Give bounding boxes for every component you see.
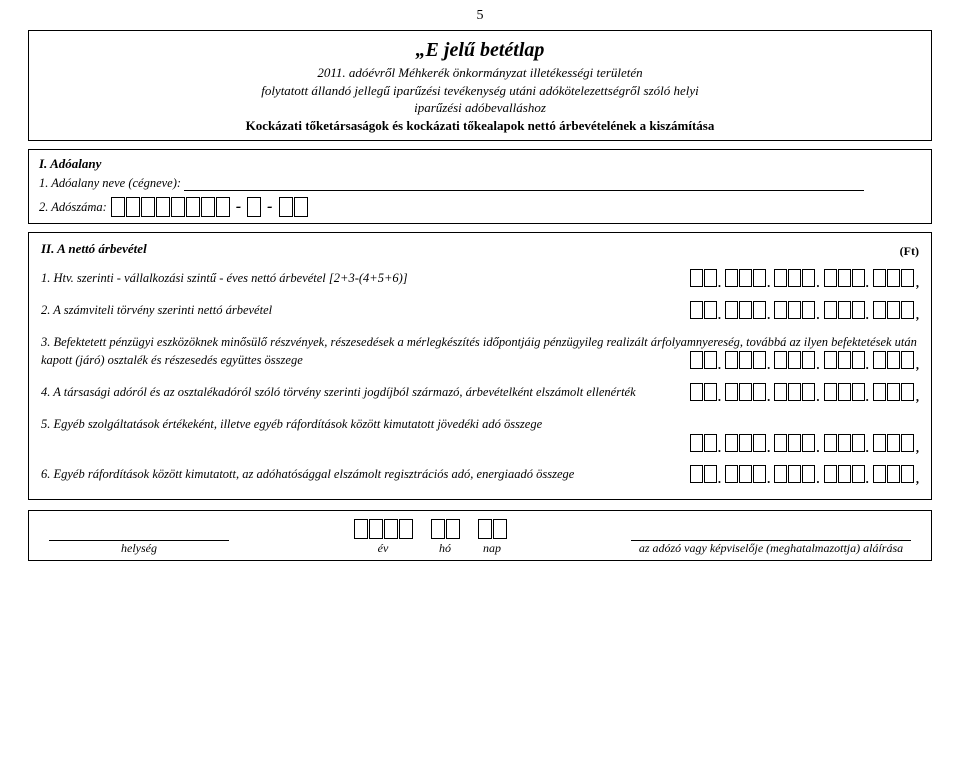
- dash-icon: -: [265, 198, 274, 216]
- place-field[interactable]: helység: [49, 531, 229, 556]
- unit-label: (Ft): [900, 244, 919, 259]
- date-group: év hó nap: [354, 519, 507, 556]
- item-1-label: 1. Htv. szerinti - vállalkozási szintű -…: [41, 271, 408, 285]
- day-label: nap: [483, 541, 501, 556]
- main-title: „E jelű betétlap: [39, 37, 921, 64]
- section2-heading: II. A nettó árbevétel: [41, 241, 147, 257]
- signature-field[interactable]: az adózó vagy képviselője (meghatalmazot…: [631, 531, 911, 556]
- year-field[interactable]: év: [354, 519, 413, 556]
- amount-input-3[interactable]: . . . . ,: [690, 351, 919, 375]
- item-5: 5. Egyéb szolgáltatások értékeként, ille…: [41, 415, 919, 458]
- dash-icon: -: [234, 198, 243, 216]
- item-2: 2. A számviteli törvény szerinti nettó á…: [41, 301, 919, 325]
- section2-box: II. A nettó árbevétel (Ft) 1. Htv. szeri…: [28, 232, 932, 500]
- amount-input-2[interactable]: . . . . ,: [690, 301, 919, 325]
- title-line3: iparűzési adóbevalláshoz: [39, 99, 921, 117]
- amount-input-5[interactable]: . . . . ,: [690, 434, 919, 458]
- taxnum-group3[interactable]: [279, 197, 308, 217]
- amount-input-4[interactable]: . . . . ,: [690, 383, 919, 407]
- amount-input-1[interactable]: . . . . ,: [690, 269, 919, 293]
- section1-box: I. Adóalany 1. Adóalany neve (cégneve): …: [28, 149, 932, 224]
- day-field[interactable]: nap: [478, 519, 507, 556]
- section1-heading: I. Adóalany: [39, 156, 921, 172]
- place-label: helység: [121, 541, 157, 555]
- name-underline[interactable]: [184, 190, 864, 191]
- item-2-label: 2. A számviteli törvény szerinti nettó á…: [41, 303, 272, 317]
- name-label: 1. Adóalany neve (cégneve):: [39, 176, 184, 190]
- item-6-label: 6. Egyéb ráfordítások között kimutatott,…: [41, 467, 574, 481]
- item-1: 1. Htv. szerinti - vállalkozási szintű -…: [41, 269, 919, 293]
- taxnum-group2[interactable]: [247, 197, 261, 217]
- item-3: 3. Befektetett pénzügyi eszközöknek minő…: [41, 333, 919, 376]
- page-number: 5: [28, 8, 932, 24]
- item-6: 6. Egyéb ráfordítások között kimutatott,…: [41, 465, 919, 489]
- title-box: „E jelű betétlap 2011. adóévről Méhkerék…: [28, 30, 932, 141]
- item-5-label: 5. Egyéb szolgáltatások értékeként, ille…: [41, 417, 542, 431]
- title-line2: folytatott állandó jellegű iparűzési tev…: [39, 82, 921, 100]
- signature-label: az adózó vagy képviselője (meghatalmazot…: [639, 541, 903, 555]
- year-label: év: [378, 541, 389, 556]
- title-line4: Kockázati tőketársaságok és kockázati tő…: [39, 117, 921, 135]
- month-label: hó: [439, 541, 451, 556]
- title-line1: 2011. adóévről Méhkerék önkormányzat ill…: [39, 64, 921, 82]
- footer-box: helység év hó nap az adózó vagy képvisel…: [28, 510, 932, 561]
- taxnum-label: 2. Adószáma:: [39, 200, 107, 215]
- item-4: 4. A társasági adóról és az osztalékadór…: [41, 383, 919, 407]
- taxnum-group1[interactable]: [111, 197, 230, 217]
- amount-input-6[interactable]: . . . . ,: [690, 465, 919, 489]
- month-field[interactable]: hó: [431, 519, 460, 556]
- item-4-label: 4. A társasági adóról és az osztalékadór…: [41, 385, 636, 399]
